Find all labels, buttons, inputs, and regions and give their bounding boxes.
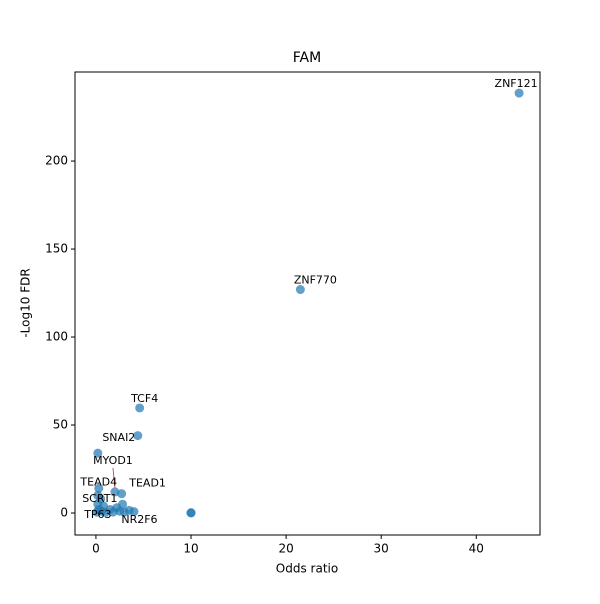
y-axis-label: -Log10 FDR bbox=[19, 268, 33, 337]
x-tick-label: 20 bbox=[278, 542, 293, 556]
point-label: ZNF770 bbox=[294, 274, 337, 287]
point-label: SNAI2 bbox=[102, 431, 135, 444]
plot-frame bbox=[74, 71, 541, 536]
y-tick-label: 0 bbox=[60, 506, 68, 520]
point bbox=[117, 489, 127, 499]
point bbox=[133, 431, 143, 441]
point-label: TP63 bbox=[83, 508, 111, 521]
point-label: ZNF121 bbox=[495, 77, 538, 90]
point bbox=[94, 504, 104, 514]
point bbox=[93, 490, 103, 500]
y-tick-label: 100 bbox=[45, 330, 68, 344]
point-label: TEAD4 bbox=[79, 475, 117, 488]
x-tick-label: 40 bbox=[469, 542, 484, 556]
point-label: MYOD1 bbox=[93, 454, 133, 467]
point bbox=[108, 507, 118, 517]
x-tick-label: 0 bbox=[92, 542, 100, 556]
point-label: TCF4 bbox=[130, 392, 158, 405]
y-tick-label: 200 bbox=[45, 154, 68, 168]
x-tick-label: 30 bbox=[374, 542, 389, 556]
point bbox=[135, 403, 145, 413]
point bbox=[514, 88, 524, 98]
point-label: SCRT1 bbox=[82, 492, 117, 505]
point-label: TEAD1 bbox=[128, 477, 166, 490]
point bbox=[129, 507, 139, 517]
label-connector bbox=[112, 467, 116, 488]
y-tick-label: 50 bbox=[53, 418, 68, 432]
y-tick-label: 150 bbox=[45, 242, 68, 256]
point bbox=[186, 508, 196, 518]
x-axis-label: Odds ratio bbox=[276, 562, 338, 576]
point bbox=[94, 483, 104, 493]
chart-title: FAM bbox=[293, 50, 321, 66]
point-label: NR2F6 bbox=[121, 513, 157, 526]
point bbox=[118, 499, 128, 509]
x-tick-label: 10 bbox=[183, 542, 198, 556]
point bbox=[295, 285, 305, 295]
point bbox=[93, 448, 103, 458]
point bbox=[115, 506, 125, 516]
